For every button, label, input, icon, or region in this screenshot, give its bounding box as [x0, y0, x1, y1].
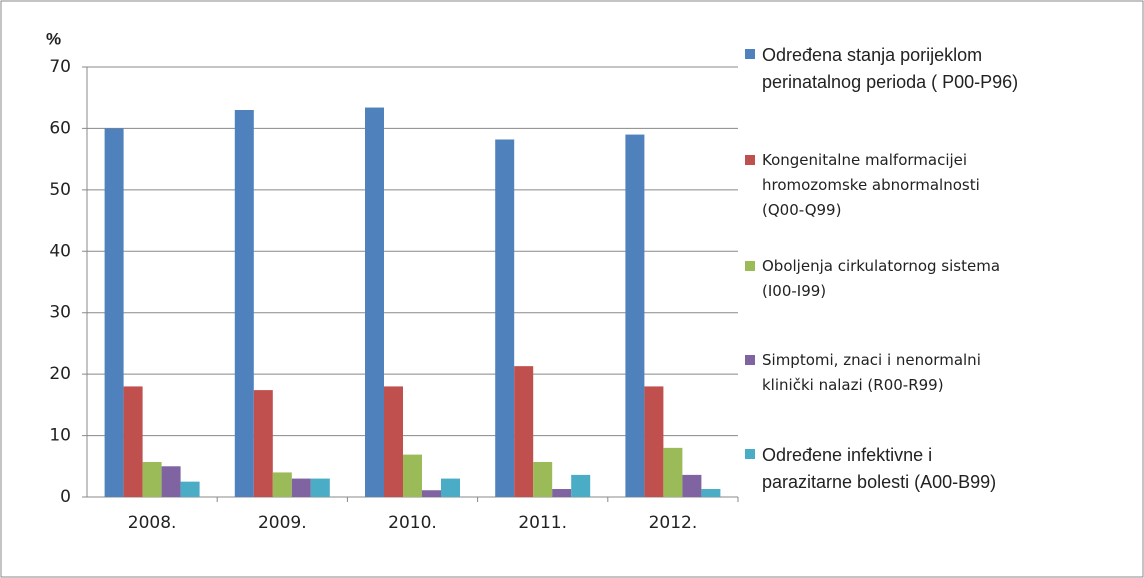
- legend-item: Simptomi, znaci i nenormalni klinički na…: [745, 348, 981, 398]
- bar: [180, 481, 200, 497]
- legend-label: Oboljenja cirkulatornog sistema (I00-I99…: [762, 257, 1001, 300]
- legend-label: Određene infektivne i parazitarne bolest…: [762, 445, 997, 492]
- legend-item: Oboljenja cirkulatornog sistema (I00-I99…: [745, 254, 1000, 304]
- bar: [571, 474, 591, 497]
- bar: [682, 474, 702, 497]
- bar: [422, 490, 441, 497]
- legend-item: Određene infektivne i parazitarne bolest…: [745, 442, 996, 496]
- bar: [495, 139, 515, 497]
- bar: [625, 134, 645, 498]
- y-tick-label: 60: [49, 118, 71, 138]
- legend-label: Simptomi, znaci i nenormalni klinički na…: [762, 351, 981, 394]
- legend-item: Određena stanja porijeklom perinatalnog …: [745, 42, 1018, 96]
- bar: [104, 128, 124, 497]
- bar: [142, 461, 162, 497]
- bar: [291, 478, 311, 497]
- x-tick-label: 2012.: [649, 513, 698, 533]
- x-tick-label: 2009.: [258, 513, 307, 533]
- x-tick-label: 2010.: [388, 513, 437, 533]
- legend-item: Kongenitalne malformacijei hromozomske a…: [745, 148, 980, 223]
- legend-swatch: [745, 449, 755, 459]
- bar: [161, 466, 181, 497]
- legend-swatch: [745, 49, 755, 59]
- y-axis-label: %: [46, 29, 61, 48]
- y-tick-label: 50: [49, 180, 71, 200]
- bar: [253, 390, 273, 497]
- bar: [514, 366, 534, 497]
- bar: [644, 386, 664, 497]
- y-tick-label: 10: [49, 426, 71, 446]
- y-tick-label: 20: [49, 364, 71, 384]
- bar: [310, 478, 330, 497]
- bar: [663, 447, 683, 497]
- y-tick-label: 40: [49, 241, 71, 261]
- legend-swatch: [745, 355, 755, 365]
- bar: [403, 454, 422, 497]
- bar: [701, 489, 721, 497]
- bar: [123, 386, 143, 497]
- x-tick-label: 2011.: [518, 513, 567, 533]
- y-tick-label: 30: [49, 303, 71, 323]
- bar: [234, 110, 254, 497]
- y-tick-label: 70: [49, 57, 71, 77]
- legend-swatch: [745, 261, 755, 271]
- bar: [533, 461, 553, 497]
- legend-label: Kongenitalne malformacijei hromozomske a…: [762, 151, 980, 219]
- bar: [365, 107, 384, 498]
- bar: [552, 489, 572, 497]
- y-tick-label: 0: [60, 487, 71, 507]
- bar: [272, 472, 292, 497]
- legend-swatch: [745, 155, 755, 165]
- x-tick-label: 2008.: [128, 513, 177, 533]
- bar: [384, 386, 403, 497]
- legend-label: Određena stanja porijeklom perinatalnog …: [762, 45, 1019, 92]
- bar: [441, 478, 460, 497]
